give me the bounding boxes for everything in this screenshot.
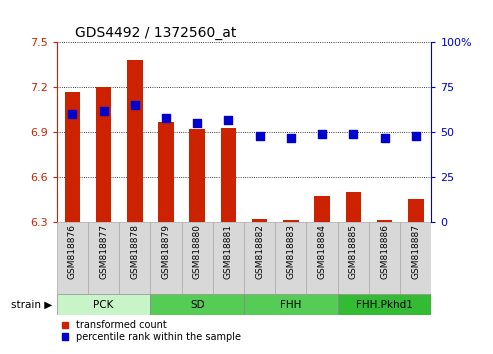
Text: strain ▶: strain ▶ — [10, 299, 52, 309]
Point — [100, 108, 107, 114]
Text: GSM818886: GSM818886 — [380, 224, 389, 279]
Text: GSM818880: GSM818880 — [193, 224, 202, 279]
Point — [287, 135, 295, 141]
Text: GSM818879: GSM818879 — [162, 224, 171, 279]
Point — [350, 131, 357, 137]
Bar — [57, 222, 88, 293]
Bar — [88, 222, 119, 293]
Point — [69, 112, 76, 117]
Text: FHH.Pkhd1: FHH.Pkhd1 — [356, 299, 413, 309]
Text: SD: SD — [190, 299, 205, 309]
Bar — [283, 220, 299, 222]
Bar — [408, 199, 423, 222]
Bar — [252, 219, 267, 222]
Text: GSM818883: GSM818883 — [286, 224, 295, 279]
Point — [162, 115, 170, 121]
Text: GSM818887: GSM818887 — [411, 224, 420, 279]
Bar — [369, 222, 400, 293]
Bar — [57, 293, 150, 315]
Bar — [150, 293, 244, 315]
Bar — [338, 293, 431, 315]
Legend: transformed count, percentile rank within the sample: transformed count, percentile rank withi… — [62, 320, 241, 342]
Bar — [189, 129, 205, 222]
Bar — [338, 222, 369, 293]
Point — [131, 102, 139, 108]
Bar — [127, 61, 142, 222]
Bar — [244, 222, 275, 293]
Text: GDS4492 / 1372560_at: GDS4492 / 1372560_at — [75, 26, 237, 40]
Bar — [213, 222, 244, 293]
Point — [318, 131, 326, 137]
Text: GSM818878: GSM818878 — [130, 224, 139, 279]
Bar — [244, 293, 338, 315]
Bar — [119, 222, 150, 293]
Text: GSM818884: GSM818884 — [317, 224, 326, 279]
Bar — [150, 222, 181, 293]
Text: GSM818881: GSM818881 — [224, 224, 233, 279]
Bar — [96, 87, 111, 222]
Bar — [158, 122, 174, 222]
Text: FHH: FHH — [280, 299, 302, 309]
Bar — [377, 220, 392, 222]
Point — [193, 120, 201, 126]
Bar — [221, 128, 236, 222]
Point — [256, 133, 264, 138]
Bar — [307, 222, 338, 293]
Text: GSM818885: GSM818885 — [349, 224, 358, 279]
Bar — [275, 222, 307, 293]
Bar — [400, 222, 431, 293]
Point — [381, 135, 388, 141]
Text: PCK: PCK — [93, 299, 114, 309]
Text: GSM818882: GSM818882 — [255, 224, 264, 279]
Bar — [181, 222, 213, 293]
Bar — [346, 192, 361, 222]
Text: GSM818877: GSM818877 — [99, 224, 108, 279]
Bar — [65, 92, 80, 222]
Point — [412, 133, 420, 138]
Bar — [315, 196, 330, 222]
Point — [224, 117, 232, 122]
Text: GSM818876: GSM818876 — [68, 224, 77, 279]
